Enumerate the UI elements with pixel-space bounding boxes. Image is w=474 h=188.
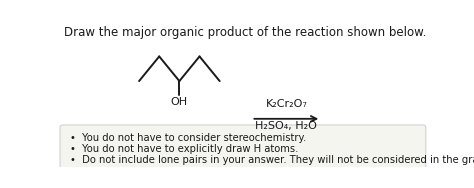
Text: •  Do not include lone pairs in your answer. They will not be considered in the : • Do not include lone pairs in your answ… — [70, 155, 474, 165]
Text: H₂SO₄, H₂O: H₂SO₄, H₂O — [255, 121, 317, 131]
FancyBboxPatch shape — [60, 125, 426, 168]
Text: •  You do not have to explicitly draw H atoms.: • You do not have to explicitly draw H a… — [70, 144, 299, 154]
Text: K₂Cr₂O₇: K₂Cr₂O₇ — [265, 99, 307, 109]
Text: OH: OH — [171, 97, 188, 107]
Text: •  You do not have to consider stereochemistry.: • You do not have to consider stereochem… — [70, 133, 306, 143]
Text: Draw the major organic product of the reaction shown below.: Draw the major organic product of the re… — [64, 26, 426, 39]
